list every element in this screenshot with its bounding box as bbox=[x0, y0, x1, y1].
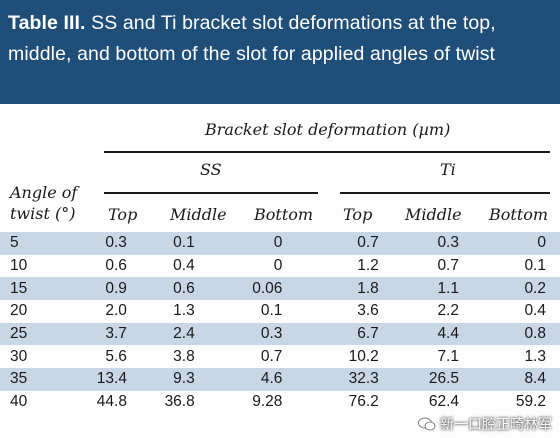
col-header-ss-top: Top bbox=[108, 205, 138, 224]
table-row: 20 2.0 1.3 0.1 3.6 2.2 0.4 bbox=[0, 300, 560, 323]
cell-angle: 35 bbox=[0, 368, 65, 391]
cell-ss-middle: 36.8 bbox=[164, 393, 195, 411]
cell-ss-bottom: 0 bbox=[273, 257, 283, 275]
table-row: 30 5.6 3.8 0.7 10.2 7.1 1.3 bbox=[0, 345, 560, 368]
cell-ti-bottom: 59.2 bbox=[515, 393, 546, 411]
cell-angle: 40 bbox=[10, 393, 28, 411]
cell-ss-top: 13.4 bbox=[64, 368, 127, 391]
cell-ti-bottom: 0.4 bbox=[524, 302, 546, 320]
cell-ti-top: 76.2 bbox=[348, 393, 379, 411]
cell-ti-middle: 1.1 bbox=[394, 277, 481, 301]
cell-ti-top: 3.6 bbox=[357, 302, 379, 320]
cell-ss-middle: 2.4 bbox=[126, 322, 217, 346]
table-row: 10 0.6 0.4 0 1.2 0.7 0.1 bbox=[0, 255, 560, 278]
table-number: Table III. bbox=[8, 12, 86, 34]
cell-ti-top: 0.7 bbox=[302, 232, 395, 255]
watermark: 新一口腔正畸林军 bbox=[418, 414, 552, 434]
ss-rule bbox=[104, 192, 318, 194]
table-title: Table III. SS and Ti bracket slot deform… bbox=[0, 0, 560, 104]
cell-ss-top: 3.7 bbox=[64, 322, 127, 346]
cell-ti-bottom: 0 bbox=[481, 232, 560, 255]
table-row: 5 0.3 0.1 0 0.7 0.3 0 bbox=[0, 232, 560, 255]
cell-ss-bottom: 9.28 bbox=[252, 393, 283, 411]
cell-ti-top: 1.8 bbox=[302, 277, 395, 301]
cell-ti-bottom: 0.1 bbox=[524, 257, 546, 275]
table-row: 35 13.4 9.3 4.6 32.3 26.5 8.4 bbox=[0, 368, 560, 391]
cell-angle: 20 bbox=[10, 302, 28, 320]
cell-ti-middle: 62.4 bbox=[428, 393, 459, 411]
cell-ti-middle: 7.1 bbox=[437, 347, 459, 365]
group-header: Bracket slot deformation (µm) bbox=[205, 120, 451, 139]
cell-ss-top: 0.6 bbox=[105, 257, 127, 275]
deformation-table: 5 0.3 0.1 0 0.7 0.3 0 10 0.6 0.4 0 1.2 0.7 0.1 15 0.9 0.… bbox=[0, 232, 560, 414]
ss-header: SS bbox=[200, 160, 222, 179]
table-caption: SS and Ti bracket slot deformations at t… bbox=[8, 12, 496, 65]
wechat-icon bbox=[418, 417, 436, 431]
cell-ss-top: 0.3 bbox=[64, 232, 127, 255]
angle-header-line2: twist (°) bbox=[10, 204, 76, 223]
cell-angle: 15 bbox=[0, 277, 65, 301]
cell-ss-middle: 3.8 bbox=[173, 347, 195, 365]
cell-ss-bottom: 0.3 bbox=[216, 322, 303, 346]
cell-ti-top: 10.2 bbox=[348, 347, 379, 365]
cell-ti-middle: 0.7 bbox=[437, 257, 459, 275]
table-row: 40 44.8 36.8 9.28 76.2 62.4 59.2 bbox=[0, 391, 560, 414]
col-header-ti-bottom: Bottom bbox=[489, 205, 549, 224]
col-header-ti-top: Top bbox=[343, 205, 373, 224]
cell-ti-middle: 4.4 bbox=[394, 322, 481, 346]
cell-ti-bottom: 8.4 bbox=[481, 368, 560, 391]
cell-ss-bottom: 4.6 bbox=[216, 368, 303, 391]
cell-ss-top: 0.9 bbox=[64, 277, 127, 301]
table-row: 25 3.7 2.4 0.3 6.7 4.4 0.8 bbox=[0, 322, 560, 346]
ti-rule bbox=[340, 192, 550, 194]
cell-ti-top: 32.3 bbox=[302, 368, 395, 391]
col-header-ss-middle: Middle bbox=[170, 205, 227, 224]
group-rule bbox=[104, 151, 550, 153]
cell-ti-bottom: 0.2 bbox=[481, 277, 560, 301]
cell-ss-bottom: 0.06 bbox=[216, 277, 303, 301]
table-row: 15 0.9 0.6 0.06 1.8 1.1 0.2 bbox=[0, 277, 560, 301]
cell-ti-top: 1.2 bbox=[357, 257, 379, 275]
cell-ss-bottom: 0 bbox=[216, 232, 303, 255]
cell-angle: 30 bbox=[10, 347, 28, 365]
cell-ti-bottom: 1.3 bbox=[524, 347, 546, 365]
cell-ss-middle: 1.3 bbox=[173, 302, 195, 320]
col-header-ti-middle: Middle bbox=[405, 205, 462, 224]
cell-ss-middle: 0.1 bbox=[126, 232, 217, 255]
cell-ss-top: 44.8 bbox=[96, 393, 127, 411]
col-header-ss-bottom: Bottom bbox=[254, 205, 314, 224]
cell-ss-bottom: 0.7 bbox=[260, 347, 283, 365]
cell-ss-middle: 0.6 bbox=[126, 277, 217, 301]
watermark-text: 新一口腔正畸林军 bbox=[440, 417, 552, 433]
cell-ti-top: 6.7 bbox=[302, 322, 395, 346]
cell-angle: 10 bbox=[10, 257, 28, 275]
cell-ss-top: 2.0 bbox=[105, 302, 127, 320]
cell-ti-middle: 2.2 bbox=[437, 302, 459, 320]
cell-ti-bottom: 0.8 bbox=[481, 322, 560, 346]
angle-header-line1: Angle of bbox=[10, 183, 78, 202]
cell-angle: 25 bbox=[0, 322, 65, 346]
cell-ss-middle: 9.3 bbox=[126, 368, 217, 391]
ti-header: Ti bbox=[440, 160, 456, 179]
cell-ss-middle: 0.4 bbox=[173, 257, 195, 275]
cell-ss-top: 5.6 bbox=[105, 347, 127, 365]
cell-ss-bottom: 0.1 bbox=[260, 302, 283, 320]
cell-ti-middle: 0.3 bbox=[394, 232, 481, 255]
cell-angle: 5 bbox=[0, 232, 65, 255]
cell-ti-middle: 26.5 bbox=[394, 368, 481, 391]
